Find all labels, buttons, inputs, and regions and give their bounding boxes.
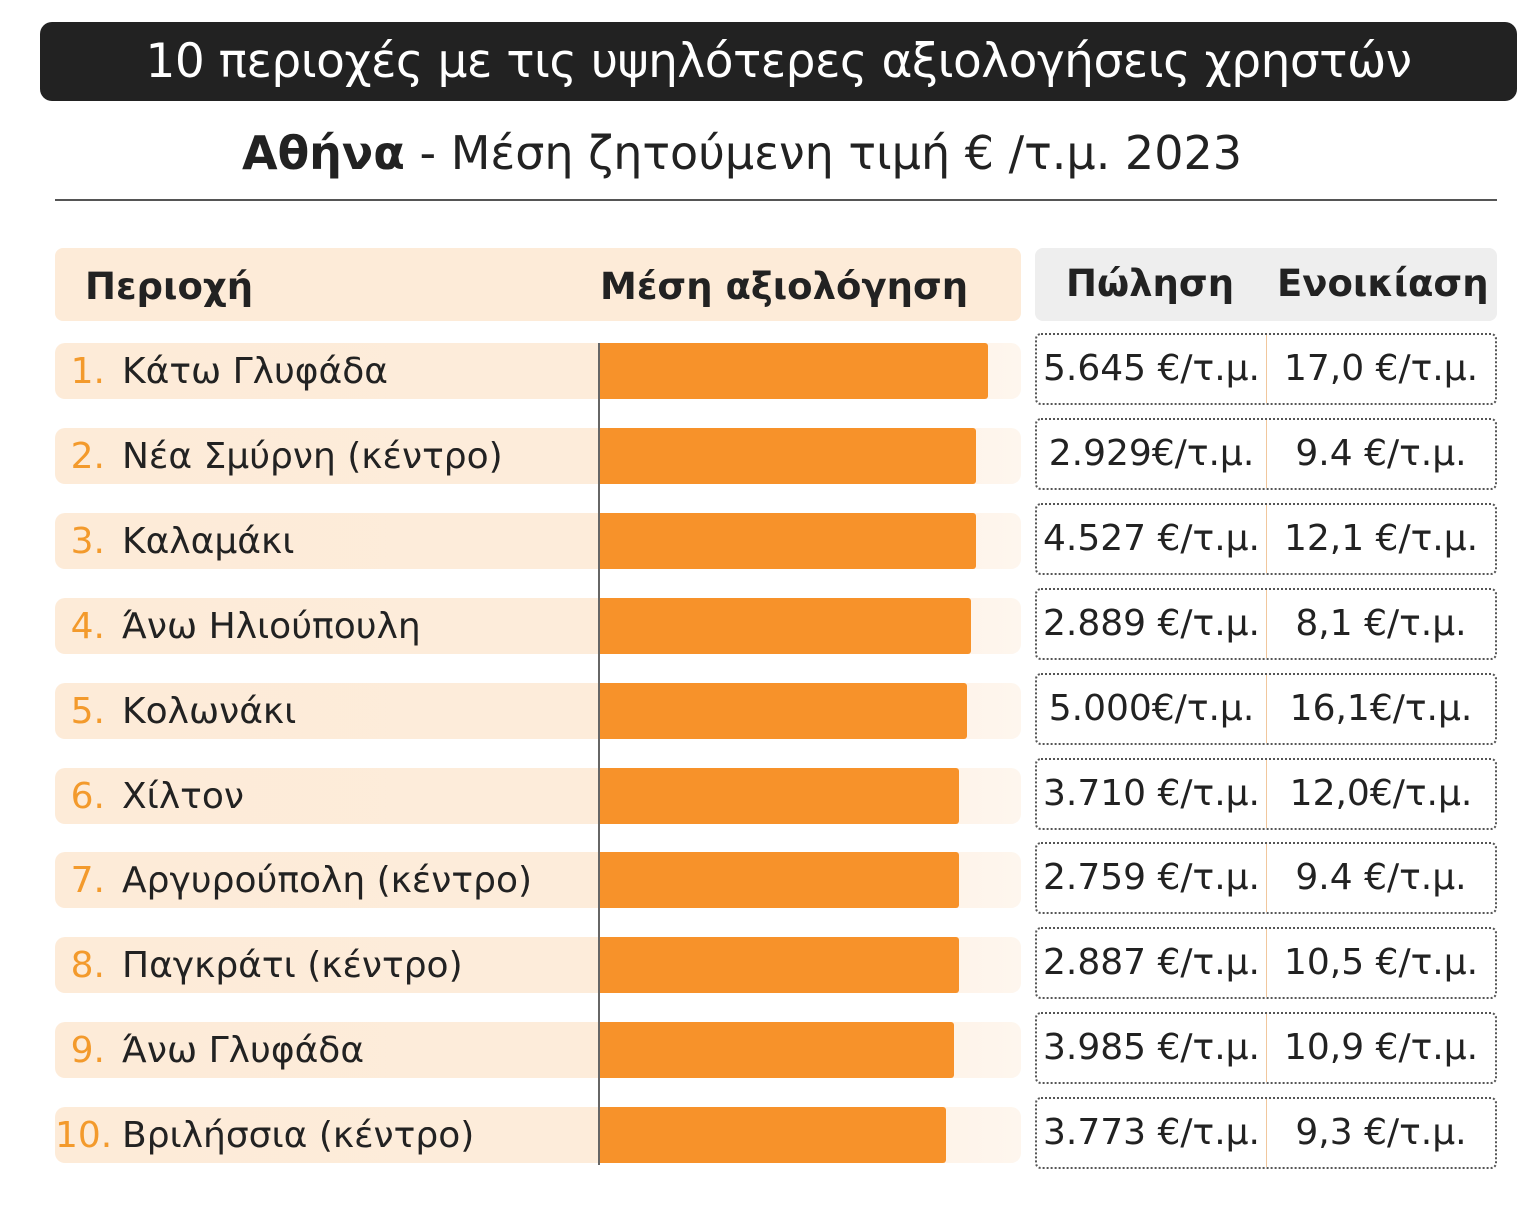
price-cell-group: 3.773 €/τ.μ. 9,3 €/τ.μ. [1035,1097,1497,1169]
price-divider [1266,844,1267,912]
price-cell-group: 4.527 €/τ.μ. 12,1 €/τ.μ. [1035,503,1497,575]
rating-bar [600,683,967,739]
table-row: 9. Άνω Γλυφάδα 3.985 €/τ.μ. 10,9 €/τ.μ. [0,1008,1526,1084]
area-name: Καλαμάκι [122,521,295,562]
rent-price: 10,9 €/τ.μ. [1283,1027,1479,1068]
price-cell-group: 5.645 €/τ.μ. 17,0 €/τ.μ. [1035,333,1497,405]
price-divider [1266,760,1267,828]
rating-bar [600,598,971,654]
subtitle-description: - Μέση ζητούμενη τιμή € /τ.μ. 2023 [404,126,1243,180]
sale-price: 3.985 €/τ.μ. [1042,1027,1260,1068]
rent-price: 10,5 €/τ.μ. [1283,942,1479,983]
rank-number: 1. [70,351,105,392]
price-divider [1266,420,1267,488]
price-cell-group: 3.710 €/τ.μ. 12,0€/τ.μ. [1035,758,1497,830]
price-divider [1266,675,1267,743]
bar-axis-line [598,343,600,1165]
table-row: 3. Καλαμάκι 4.527 €/τ.μ. 12,1 €/τ.μ. [0,499,1526,575]
rating-bar [600,428,976,484]
price-cell-group: 3.985 €/τ.μ. 10,9 €/τ.μ. [1035,1012,1497,1084]
sale-price: 3.710 €/τ.μ. [1042,773,1260,814]
price-divider [1266,590,1267,658]
rating-bar [600,937,959,993]
area-name: Άνω Ηλιούπουλη [122,606,421,647]
table-row: 10. Βριλήσσια (κέντρο) 3.773 €/τ.μ. 9,3 €/τ… [0,1093,1526,1169]
sale-price: 5.645 €/τ.μ. [1042,348,1260,389]
rating-bar [600,768,959,824]
chart-title: 10 περιοχές με τις υψηλότερες αξιολογήσε… [40,22,1517,101]
area-name: Νέα Σμύρνη (κέντρο) [122,436,503,477]
sale-price: 2.889 €/τ.μ. [1042,603,1260,644]
rent-price: 9.4 €/τ.μ. [1295,857,1467,898]
table-row: 2. Νέα Σμύρνη (κέντρο) 2.929€/τ.μ. 9.4 €/τ.… [0,414,1526,490]
rank-number: 4. [70,606,105,647]
rent-price: 17,0 €/τ.μ. [1283,348,1479,389]
area-name: Παγκράτι (κέντρο) [122,945,463,986]
price-cell-group: 2.887 €/τ.μ. 10,5 €/τ.μ. [1035,927,1497,999]
price-divider [1266,1099,1267,1167]
column-header-rating: Μέση αξιολόγηση [600,265,969,308]
table-row: 7. Αργυρούπολη (κέντρο) 2.759 €/τ.μ. 9.4 €/… [0,838,1526,914]
rent-price: 16,1€/τ.μ. [1289,688,1473,729]
rank-number: 3. [70,521,105,562]
sale-price: 2.887 €/τ.μ. [1042,942,1260,983]
column-header-area: Περιοχή [85,265,254,308]
rating-bar [600,1107,946,1163]
table-row: 4. Άνω Ηλιούπουλη 2.889 €/τ.μ. 8,1 €/τ.μ. [0,584,1526,660]
rank-number: 9. [70,1030,105,1071]
sale-price: 3.773 €/τ.μ. [1042,1112,1260,1153]
price-divider [1266,929,1267,997]
rent-price: 12,0€/τ.μ. [1289,773,1473,814]
rank-number: 6. [70,776,105,817]
chart-subtitle: Αθήνα - Μέση ζητούμενη τιμή € /τ.μ. 2023 [0,118,1484,188]
sale-price: 2.759 €/τ.μ. [1042,857,1260,898]
area-name: Κολωνάκι [122,691,297,732]
rent-price: 8,1 €/τ.μ. [1295,603,1467,644]
area-name: Χίλτον [122,776,244,817]
ratings-table-header: Περιοχή Μέση αξιολόγηση [55,248,1021,321]
price-cell-group: 2.889 €/τ.μ. 8,1 €/τ.μ. [1035,588,1497,660]
rating-bar [600,1022,954,1078]
table-row: 6. Χίλτον 3.710 €/τ.μ. 12,0€/τ.μ. [0,754,1526,830]
subtitle-city: Αθήνα [241,126,405,180]
table-row: 5. Κολωνάκι 5.000€/τ.μ. 16,1€/τ.μ. [0,669,1526,745]
column-header-rent: Ενοικίαση [1277,262,1489,305]
area-name: Άνω Γλυφάδα [122,1030,365,1071]
area-name: Αργυρούπολη (κέντρο) [122,860,533,901]
price-divider [1266,335,1267,403]
sale-price: 2.929€/τ.μ. [1048,433,1255,474]
rent-price: 12,1 €/τ.μ. [1283,518,1479,559]
area-name: Βριλήσσια (κέντρο) [122,1115,475,1156]
rank-number: 10. [55,1115,113,1156]
price-cell-group: 2.929€/τ.μ. 9.4 €/τ.μ. [1035,418,1497,490]
rank-number: 8. [70,945,105,986]
area-name: Κάτω Γλυφάδα [122,351,389,392]
rating-bar [600,343,988,399]
column-header-sale: Πώληση [1066,262,1235,305]
rank-number: 5. [70,691,105,732]
price-divider [1266,1014,1267,1082]
table-row: 8. Παγκράτι (κέντρο) 2.887 €/τ.μ. 10,5 €/τ.… [0,923,1526,999]
price-divider [1266,505,1267,573]
rank-number: 7. [70,860,105,901]
prices-table-header: Πώληση Ενοικίαση [1035,248,1497,321]
price-cell-group: 2.759 €/τ.μ. 9.4 €/τ.μ. [1035,842,1497,914]
rent-price: 9.4 €/τ.μ. [1295,433,1467,474]
price-cell-group: 5.000€/τ.μ. 16,1€/τ.μ. [1035,673,1497,745]
table-row: 1. Κάτω Γλυφάδα 5.645 €/τ.μ. 17,0 €/τ.μ. [0,329,1526,405]
title-divider [55,199,1497,201]
rating-bar [600,513,976,569]
sale-price: 4.527 €/τ.μ. [1042,518,1260,559]
rating-bar [600,852,959,908]
rent-price: 9,3 €/τ.μ. [1295,1112,1467,1153]
sale-price: 5.000€/τ.μ. [1048,688,1255,729]
rank-number: 2. [70,436,105,477]
